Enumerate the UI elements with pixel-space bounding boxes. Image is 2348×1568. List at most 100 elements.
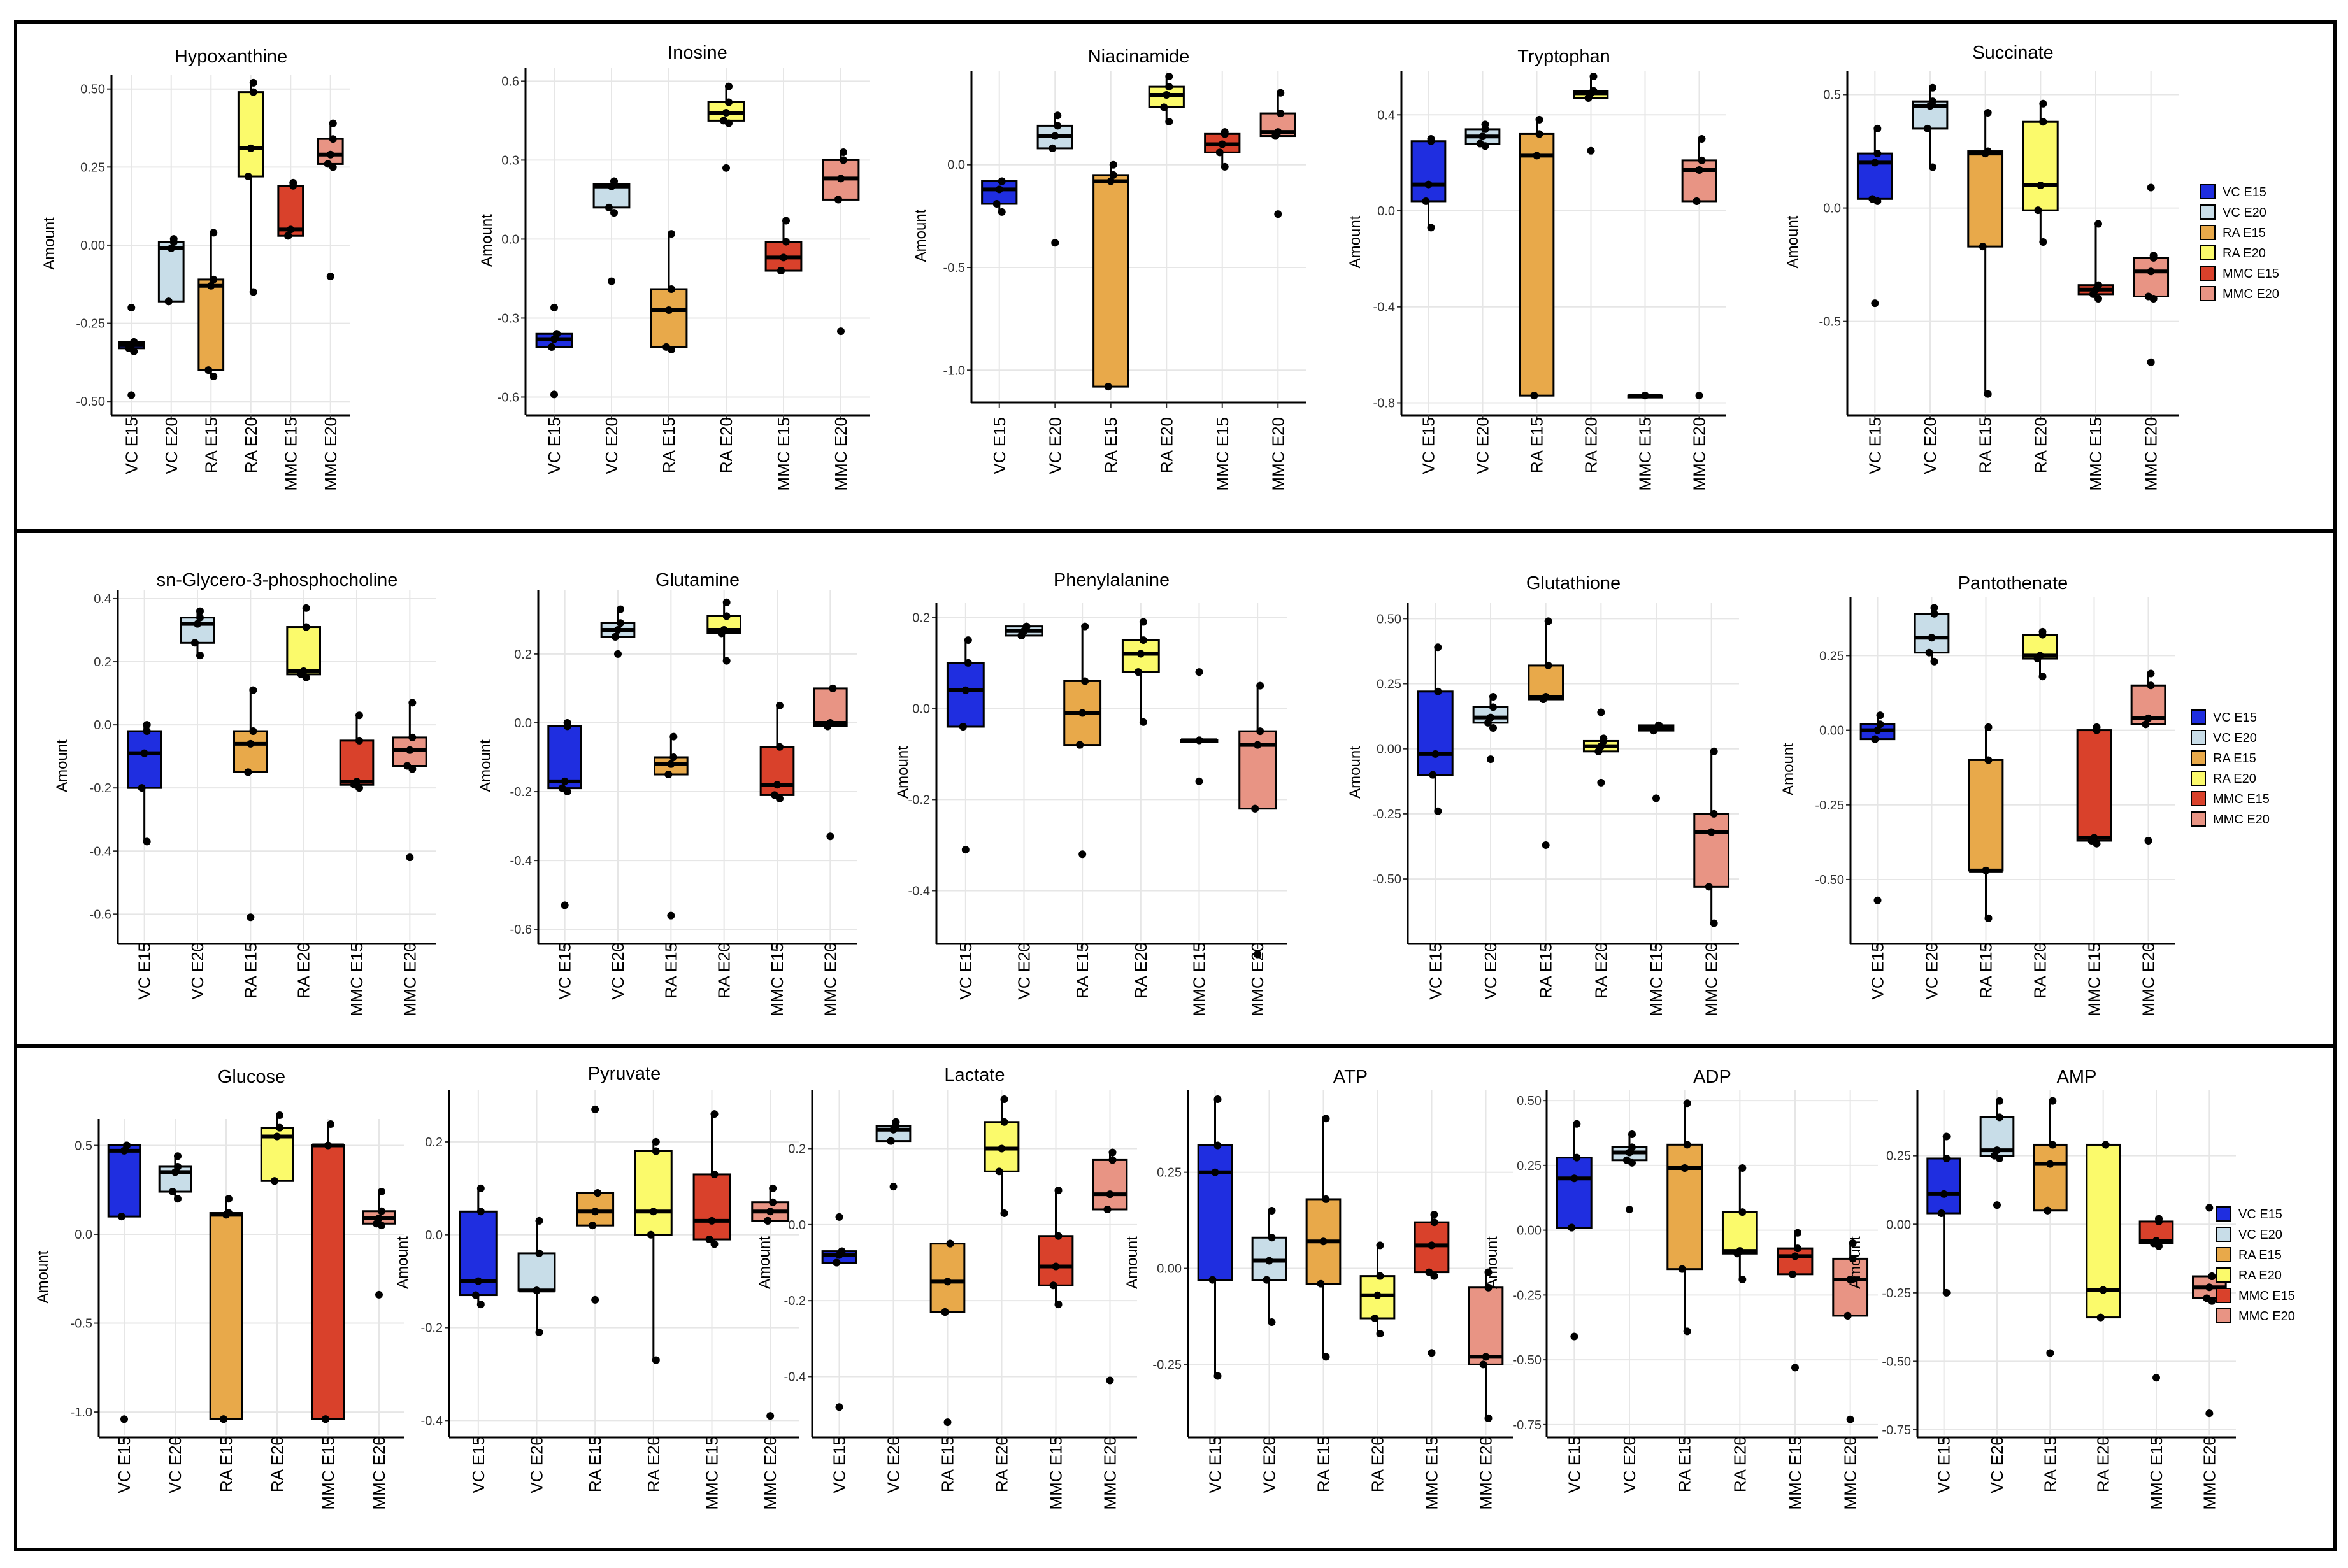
y-tick-label: 0.2 — [425, 1136, 443, 1150]
y-tick-label: -0.25 — [1152, 1358, 1182, 1372]
chart-succinate: 0.5 0.0 -0.5 Succinate Amount VC E15 VC E20 RA … — [1784, 43, 2179, 491]
y-axis-label: Amount — [1784, 215, 1801, 268]
x-tick-label: MMC E15 — [2085, 943, 2104, 1016]
outlier-point — [2205, 1204, 2214, 1212]
data-point — [1081, 622, 1089, 631]
outlier-point — [837, 327, 845, 336]
data-point — [1054, 1232, 1063, 1240]
y-axis-label: Amount — [894, 746, 912, 799]
data-point — [1979, 243, 1987, 251]
data-point — [766, 1208, 775, 1216]
data-point — [617, 619, 624, 627]
chart-title: Phenylalanine — [1054, 570, 1170, 590]
data-point — [769, 1184, 777, 1192]
box-ra-e20 — [286, 626, 322, 676]
data-point — [1165, 83, 1173, 91]
data-point — [776, 701, 784, 709]
y-axis-label: Amount — [394, 1236, 412, 1289]
data-point — [1738, 1275, 1747, 1283]
data-point — [665, 306, 673, 315]
data-point — [1849, 1239, 1857, 1247]
data-point — [329, 119, 337, 127]
chart-title: ATP — [1333, 1067, 1368, 1087]
data-point — [2205, 1283, 2214, 1292]
data-point — [946, 1239, 954, 1248]
data-point — [287, 225, 295, 234]
data-point — [1213, 1141, 1222, 1150]
box-ra-e15 — [2033, 1143, 2068, 1212]
x-tick-label: MMC E15 — [319, 1436, 338, 1510]
box-vc-e15 — [1197, 1144, 1233, 1281]
outlier-point — [1254, 950, 1262, 959]
x-tick-label: RA E15 — [217, 1436, 236, 1492]
data-point — [1535, 130, 1543, 138]
y-tick-label: 0.3 — [501, 153, 519, 167]
legend-swatch — [2191, 811, 2206, 827]
y-tick-label: -0.50 — [1882, 1355, 1911, 1369]
data-point — [617, 605, 624, 613]
data-point — [1568, 1223, 1576, 1232]
y-tick-label: -0.4 — [510, 854, 532, 868]
data-point — [2093, 723, 2101, 731]
data-point — [1530, 392, 1538, 400]
data-point — [1218, 140, 1226, 148]
x-tick-label: RA E20 — [715, 943, 734, 999]
y-axis-label: Amount — [478, 214, 496, 267]
data-point — [1476, 139, 1484, 148]
data-point — [378, 1207, 385, 1215]
data-point — [249, 88, 257, 96]
chart-title: Pyruvate — [588, 1064, 661, 1084]
outlier-point — [1274, 210, 1282, 218]
data-point — [406, 746, 414, 754]
x-tick-label: VC E15 — [122, 417, 141, 474]
plot-area — [526, 68, 870, 413]
y-tick-label: -0.5 — [1819, 315, 1841, 329]
outlier-point — [406, 853, 414, 862]
x-tick-label: MMC E20 — [1268, 417, 1287, 491]
data-point — [591, 1208, 599, 1216]
box-ra-e15 — [1968, 759, 2004, 872]
data-point — [1623, 1156, 1631, 1164]
legend-label: VC E20 — [2223, 206, 2266, 220]
x-tick-label: MMC E20 — [1477, 1436, 1496, 1510]
outlier-point — [1652, 794, 1660, 802]
data-point — [276, 1123, 283, 1132]
y-axis-label: Amount — [1347, 746, 1364, 799]
x-tick-label: MMC E20 — [1702, 943, 1721, 1016]
data-point — [710, 1240, 719, 1248]
data-point — [1680, 1164, 1689, 1172]
outlier-point — [1597, 708, 1605, 716]
legend-label: MMC E15 — [2213, 792, 2270, 806]
data-point — [1930, 604, 1938, 612]
data-point — [1054, 1187, 1063, 1195]
x-tick-label: MMC E20 — [321, 417, 340, 491]
outlier-point — [1570, 1332, 1578, 1341]
x-tick-label: RA E20 — [1131, 943, 1150, 999]
data-point — [375, 1214, 383, 1222]
data-point — [1277, 89, 1285, 97]
outlier-point — [1195, 668, 1203, 676]
data-point — [1930, 609, 1938, 618]
data-point — [1489, 703, 1497, 711]
x-tick-label: MMC E15 — [1786, 1436, 1805, 1510]
legend-swatch — [2216, 1308, 2231, 1323]
data-point — [771, 791, 778, 799]
y-tick-label: 0.0 — [1823, 202, 1841, 216]
outlier-point — [1195, 777, 1203, 785]
data-point — [1434, 643, 1442, 652]
legend-label: RA E15 — [2223, 226, 2266, 240]
data-point — [1542, 692, 1550, 701]
y-tick-label: -0.6 — [510, 923, 532, 937]
plot-area — [1547, 1090, 1878, 1435]
x-tick-label: VC E15 — [990, 417, 1009, 474]
outlier-point — [1791, 1364, 1799, 1372]
data-point — [1489, 692, 1497, 701]
legend-swatch — [2200, 184, 2216, 199]
chart-lactate: 0.2 0.0 -0.2 -0.4 Lactate Amount VC E15 VC E20 R… — [756, 1065, 1137, 1510]
chart-title: Inosine — [668, 43, 727, 63]
data-point — [1695, 166, 1703, 174]
x-tick-label: MMC E15 — [768, 943, 787, 1016]
chart-title: Pantothenate — [1958, 573, 2068, 594]
outlier-point — [1078, 850, 1087, 859]
data-point — [1165, 73, 1173, 80]
